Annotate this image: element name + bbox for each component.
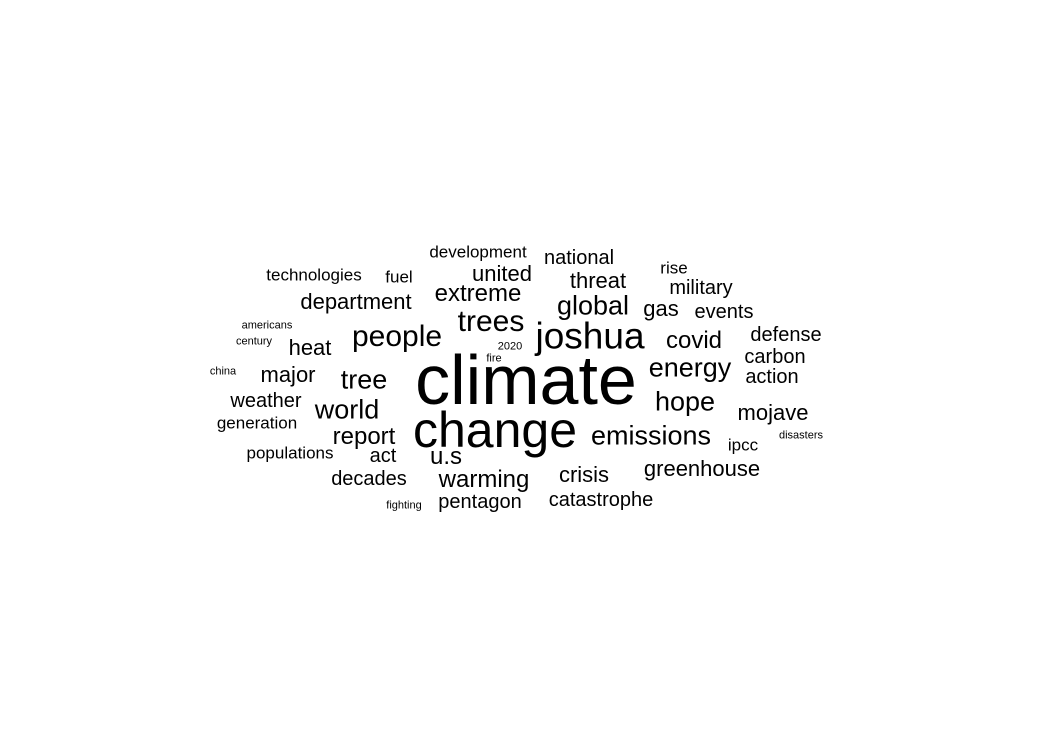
word-threat: threat xyxy=(569,268,627,293)
word-technologies: technologies xyxy=(266,265,362,285)
word-mojave: mojave xyxy=(737,400,809,425)
word-disasters: disasters xyxy=(778,429,824,442)
word-fighting: fighting xyxy=(386,499,422,512)
word-weather: weather xyxy=(230,390,302,412)
word-populations: populations xyxy=(246,443,334,463)
word-united: united xyxy=(472,261,532,286)
word-defense: defense xyxy=(750,324,822,346)
word-warming: warming xyxy=(438,466,530,493)
word-national: national xyxy=(543,247,615,269)
word-fuel: fuel xyxy=(385,267,413,287)
word-development: development xyxy=(429,242,527,262)
word-military: military xyxy=(669,277,733,299)
word-change: change xyxy=(412,402,578,458)
word-tree: tree xyxy=(340,364,388,395)
word-catastrophe: catastrophe xyxy=(548,489,654,511)
word-trees: trees xyxy=(457,305,525,338)
word-rise: rise xyxy=(660,258,688,278)
word-gas: gas xyxy=(643,296,679,321)
word-china: china xyxy=(209,365,237,378)
word-pentagon: pentagon xyxy=(438,491,522,513)
word-decades: decades xyxy=(331,468,407,490)
word-ipcc: ipcc xyxy=(727,435,759,455)
word-world: world xyxy=(314,394,380,425)
word-extreme: extreme xyxy=(434,280,522,307)
word-energy: energy xyxy=(648,352,732,383)
word-events: events xyxy=(694,301,754,323)
word-hope: hope xyxy=(654,386,716,417)
word-2020: 2020 xyxy=(497,340,523,353)
word-u-s: u.s xyxy=(429,443,463,470)
word-crisis: crisis xyxy=(558,462,610,487)
word-emissions: emissions xyxy=(590,420,712,451)
word-action: action xyxy=(745,366,799,388)
word-act: act xyxy=(369,445,397,467)
word-climate: climate xyxy=(415,341,637,419)
word-people: people xyxy=(351,320,443,353)
word-americans: americans xyxy=(241,319,293,332)
word-heat: heat xyxy=(288,335,332,360)
word-major: major xyxy=(260,362,316,387)
word-report: report xyxy=(332,423,396,450)
word-carbon: carbon xyxy=(744,346,806,368)
word-fire: fire xyxy=(486,352,502,365)
word-joshua: joshua xyxy=(535,315,645,357)
word-generation: generation xyxy=(216,413,298,433)
word-covid: covid xyxy=(665,327,723,354)
word-century: century xyxy=(235,335,273,348)
word-global: global xyxy=(556,290,630,321)
word-department: department xyxy=(300,289,412,314)
word-greenhouse: greenhouse xyxy=(643,456,761,481)
